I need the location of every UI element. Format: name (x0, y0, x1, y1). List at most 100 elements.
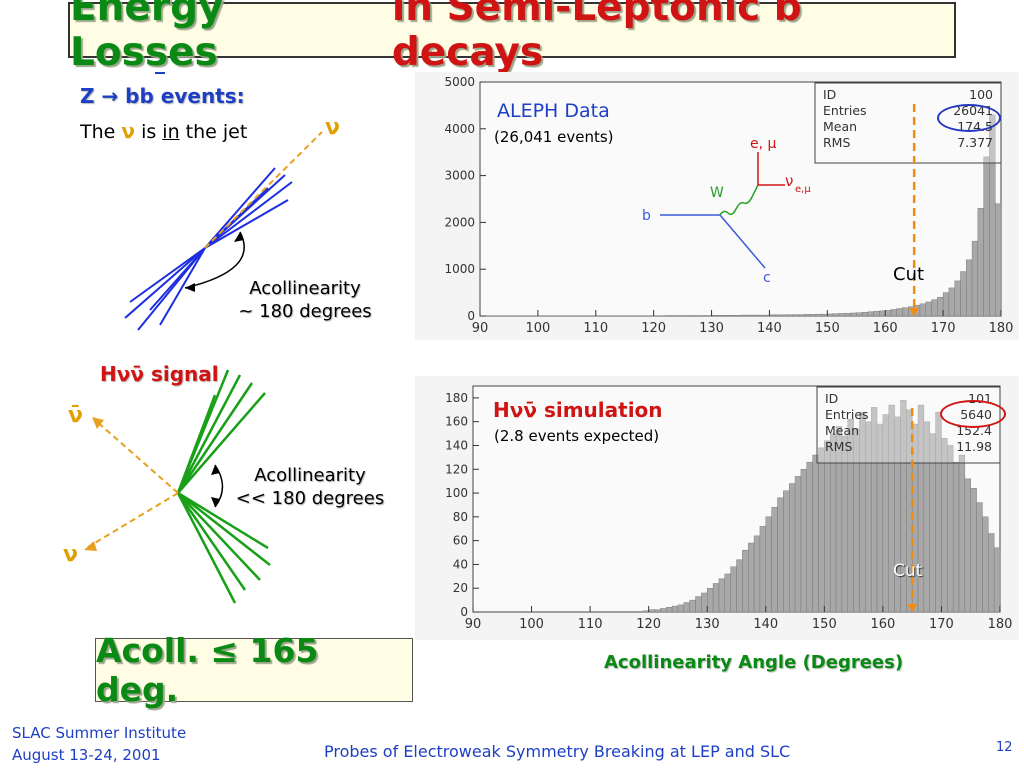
y-tick-label: 0 (467, 309, 475, 323)
histogram-bar (838, 313, 845, 317)
stats-key: Mean (823, 119, 857, 134)
subtext-in: in (162, 121, 180, 143)
w-boson-line (719, 184, 759, 216)
stats-key: RMS (825, 439, 852, 454)
histogram-bar (798, 314, 805, 317)
jet-line (204, 181, 293, 249)
label-b: b (642, 208, 651, 224)
histogram-bar (818, 447, 825, 613)
histogram-bar (730, 566, 737, 613)
jet-line (149, 247, 206, 311)
acoll-cut-box: Acoll. ≤ 165 deg. (95, 631, 413, 709)
acoll-label-top-2: ~ 180 degrees (238, 301, 372, 322)
histogram-bar (783, 490, 790, 613)
histogram-bar (850, 312, 857, 317)
histogram-bar (890, 309, 897, 317)
jet-line (129, 247, 206, 303)
arrowhead-icon (92, 417, 104, 429)
histogram-bar (806, 461, 813, 613)
histogram-bar (902, 307, 909, 317)
label-c: c (763, 270, 771, 286)
title-part1: Energy Losses (70, 0, 224, 75)
histogram-bar (742, 549, 749, 613)
hvv-title: Hνν̄ simulation (493, 398, 663, 422)
histogram-bar (879, 310, 886, 317)
y-tick-label: 1000 (444, 262, 475, 276)
histogram-bar (958, 454, 966, 613)
jet-line (177, 492, 271, 566)
histogram-bar (971, 240, 979, 317)
histogram-bar (983, 156, 990, 317)
x-tick-label: 150 (815, 321, 840, 336)
histogram-bar (777, 497, 784, 613)
histogram-bar (885, 310, 892, 317)
histogram-bar (867, 311, 874, 317)
jet-line (176, 492, 237, 604)
histogram-bar (722, 315, 730, 317)
stats-key: RMS (823, 135, 850, 150)
histogram-bar (759, 526, 766, 613)
histogram-bar (724, 573, 731, 613)
x-tick-label: 100 (519, 617, 544, 632)
y-tick-label: 20 (453, 581, 468, 595)
histogram-bar (993, 547, 1001, 613)
histogram-bar (803, 314, 811, 317)
nu-inline: ν (121, 119, 136, 143)
histogram-bar (677, 604, 685, 613)
jet-line (204, 167, 276, 249)
histogram-bar (683, 602, 690, 613)
stats-value: 11.98 (956, 439, 992, 454)
y-tick-label: 40 (453, 557, 468, 571)
histogram-bar (821, 313, 828, 317)
histogram-bar (746, 314, 753, 317)
nu-label-top: ν (325, 115, 340, 140)
x-tick-label: 120 (641, 321, 666, 336)
stats-value: 7.377 (957, 135, 993, 150)
histogram-bar (753, 535, 761, 613)
hvv-histogram: 90 100 110 120 130 140 150 160 170 180 0 20 40 60 80 10… (415, 376, 1019, 640)
stats-value: 100 (969, 87, 993, 102)
x-tick-label: 160 (870, 617, 895, 632)
histogram-bar (654, 609, 661, 613)
stats-key: ID (823, 87, 836, 102)
histogram-bar (671, 605, 679, 613)
hvv-subtitle: (2.8 events expected) (494, 427, 660, 445)
jet-line (176, 492, 247, 591)
footer-center: Probes of Electroweak Symmetry Breaking … (324, 742, 791, 761)
stats-key: Entries (823, 103, 867, 118)
histogram-bar (873, 311, 880, 317)
histogram-bar (809, 314, 816, 317)
x-tick-label: 170 (931, 321, 956, 336)
histogram-bar (827, 313, 834, 317)
x-axis-title: Acollinearity Angle (Degrees) (604, 652, 904, 673)
histogram-bar (734, 315, 741, 317)
arrowhead-icon (185, 283, 195, 292)
histogram-bar (765, 516, 772, 613)
x-tick-label: 140 (753, 617, 778, 632)
acoll-label-top: Acollinearity ~ 180 degrees (220, 277, 390, 323)
title-part2: in Semi-Leptonic b decays (391, 0, 802, 75)
y-tick-label: 100 (445, 486, 468, 500)
stats-key: Mean (825, 423, 859, 438)
x-tick-label: 110 (578, 617, 603, 632)
stats-key: ID (825, 391, 838, 406)
nubar-direction (94, 419, 179, 494)
jet-line (177, 492, 261, 581)
y-tick-label: 120 (445, 462, 468, 476)
histogram-bar (925, 301, 932, 317)
nu-direction (87, 492, 179, 548)
histogram-bar (800, 469, 807, 613)
page-number: 12 (996, 740, 1013, 755)
y-tick-label: 60 (453, 534, 468, 548)
arrowhead-icon (211, 497, 220, 507)
histogram-bar (666, 607, 673, 613)
jet-line (176, 394, 217, 494)
x-tick-label: 110 (583, 321, 608, 336)
neutrino-direction (204, 131, 323, 249)
x-tick-label: 180 (988, 617, 1013, 632)
x-tick-label: 180 (989, 321, 1014, 336)
cut-arrowhead-icon (909, 308, 920, 316)
footer-dates: August 13-24, 2001 (12, 746, 161, 764)
histogram-bar (701, 592, 708, 613)
histogram-bar (711, 315, 718, 317)
